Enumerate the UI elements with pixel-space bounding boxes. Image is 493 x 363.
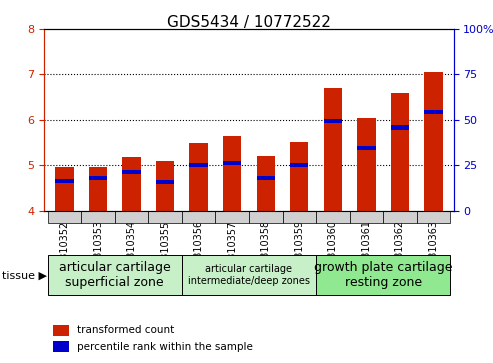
Bar xyxy=(424,110,443,114)
Text: articular cartilage
superficial zone: articular cartilage superficial zone xyxy=(59,261,171,289)
Bar xyxy=(357,146,376,150)
Bar xyxy=(48,255,182,295)
Bar xyxy=(189,143,208,211)
Text: articular cartilage
intermediate/deep zones: articular cartilage intermediate/deep zo… xyxy=(188,264,310,286)
Bar xyxy=(182,211,215,223)
Bar xyxy=(122,170,141,174)
Bar xyxy=(115,211,148,223)
Bar xyxy=(316,255,450,295)
Bar xyxy=(215,211,249,223)
Bar xyxy=(323,88,342,211)
Bar xyxy=(390,93,409,211)
Bar xyxy=(89,167,107,211)
Bar xyxy=(48,211,81,223)
Bar xyxy=(156,160,175,211)
Bar xyxy=(383,211,417,223)
Bar xyxy=(122,157,141,211)
Bar xyxy=(390,126,409,130)
Bar xyxy=(424,72,443,211)
Bar xyxy=(290,143,309,211)
Text: transformed count: transformed count xyxy=(77,325,175,335)
Bar xyxy=(156,180,175,184)
Bar xyxy=(81,211,115,223)
Bar xyxy=(256,156,275,211)
Bar xyxy=(182,255,316,295)
Bar xyxy=(55,179,74,183)
Bar xyxy=(223,136,242,211)
Bar xyxy=(55,167,74,211)
Bar xyxy=(350,211,383,223)
Bar xyxy=(249,211,282,223)
Bar xyxy=(323,119,342,123)
Bar xyxy=(316,211,350,223)
Bar xyxy=(189,163,208,167)
Bar xyxy=(417,211,450,223)
Text: tissue ▶: tissue ▶ xyxy=(2,270,47,280)
Bar xyxy=(223,161,242,165)
Bar xyxy=(53,325,69,336)
Bar xyxy=(53,341,69,352)
Text: percentile rank within the sample: percentile rank within the sample xyxy=(77,342,253,352)
Bar xyxy=(256,176,275,180)
Bar xyxy=(282,211,316,223)
Bar xyxy=(290,163,309,167)
Bar xyxy=(89,176,107,180)
Bar xyxy=(148,211,182,223)
Text: growth plate cartilage
resting zone: growth plate cartilage resting zone xyxy=(314,261,453,289)
Text: GDS5434 / 10772522: GDS5434 / 10772522 xyxy=(167,15,331,29)
Bar xyxy=(357,118,376,211)
